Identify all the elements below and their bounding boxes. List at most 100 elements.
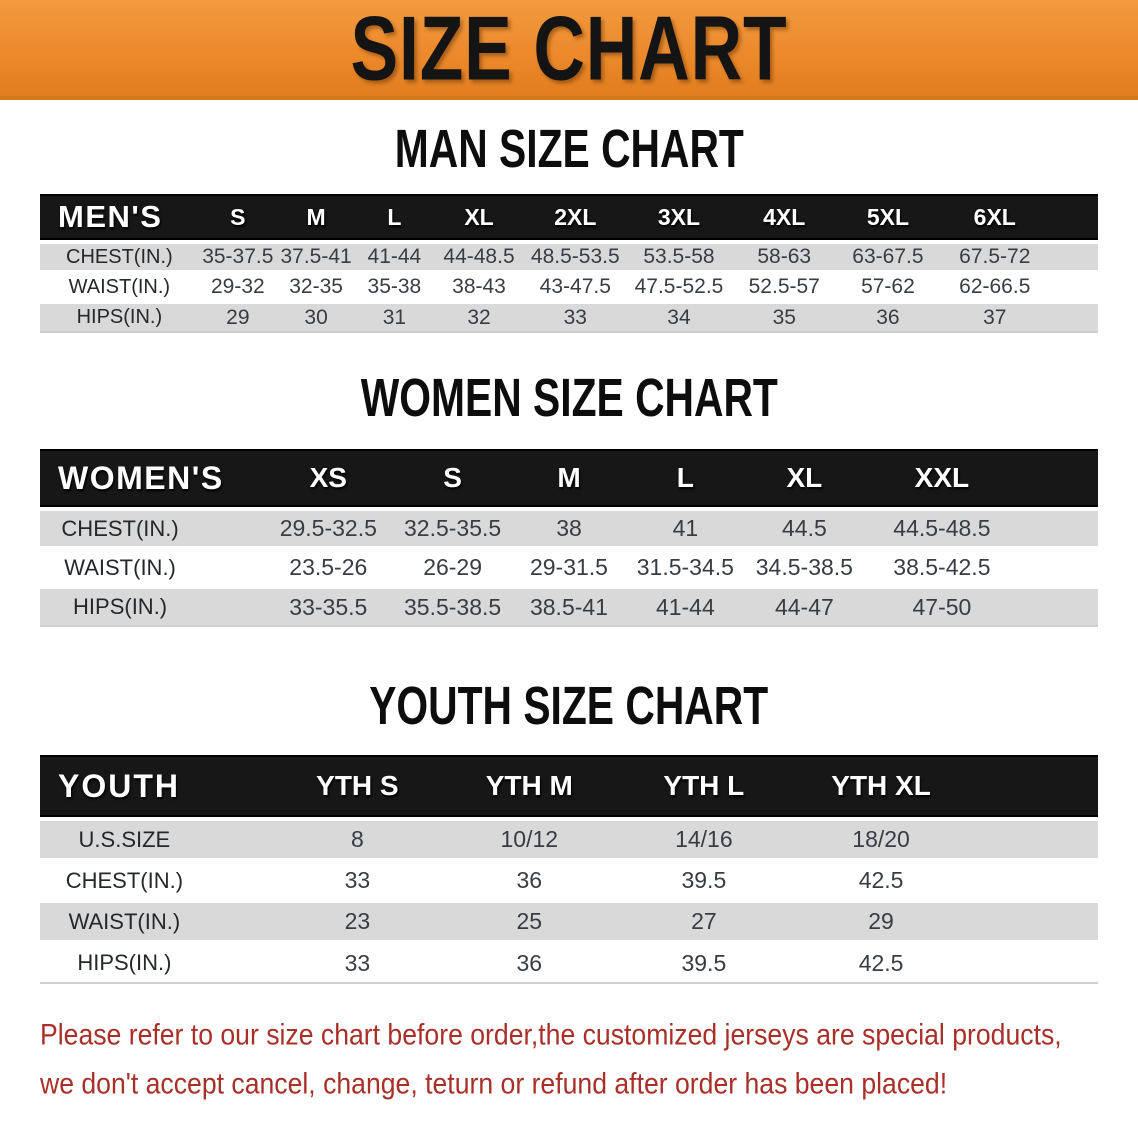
column-header: 5XL — [837, 194, 940, 242]
table-row: HIPS(IN.) 33 36 39.5 42.5 — [40, 942, 1098, 983]
table-row: WAIST(IN.) 23 25 27 29 — [40, 901, 1098, 942]
table-cell: 44-48.5 — [443, 245, 515, 268]
table-cell: 32.5-35.5 — [404, 515, 502, 541]
men-size-table: MEN'S S M L XL 2XL 3XL 4XL 5XL 6XL CHEST(IN.) 35-37… — [40, 194, 1098, 333]
column-header: XS — [262, 449, 394, 509]
section-heading-man: MAN SIZE CHART — [0, 119, 1138, 180]
table-cell: 33 — [344, 949, 371, 976]
spacer-cell — [971, 819, 1098, 860]
column-header: XXL — [865, 449, 1018, 509]
table-cell: 29-32 — [210, 275, 265, 298]
section-heading-women-text: WOMEN SIZE CHART — [360, 368, 778, 429]
table-cell: 47-50 — [912, 593, 972, 620]
women-size-table: WOMEN'S XS S M L XL XXL CHEST(IN.) 29.5-32.5 32.5… — [40, 449, 1098, 627]
table-row: HIPS(IN.) 33-35.5 35.5-38.5 38.5-41 41-44 44-… — [40, 587, 1098, 626]
table-cell: 10/12 — [500, 826, 559, 852]
banner-title: SIZE CHART — [350, 0, 788, 99]
table-cell: 44-47 — [774, 593, 834, 620]
spacer-cell — [1019, 587, 1098, 626]
section-heading-women: WOMEN SIZE CHART — [0, 368, 1138, 429]
row-label: HIPS(IN.) — [76, 306, 163, 328]
table-cell: 29 — [226, 305, 250, 329]
table-cell: 27 — [691, 908, 717, 934]
table-cell: 58-63 — [757, 245, 812, 268]
table-cell: 35-38 — [367, 275, 422, 298]
table-cell: 42.5 — [858, 949, 904, 976]
row-label: WAIST(IN.) — [68, 275, 171, 298]
table-cell: 38-43 — [452, 275, 506, 298]
table-row: U.S.SIZE 8 10/12 14/16 18/20 — [40, 819, 1098, 860]
spacer-cell — [971, 860, 1098, 901]
spacer-cell — [1019, 548, 1098, 587]
table-cell: 23 — [344, 908, 371, 934]
table-cell: 48.5-53.5 — [530, 245, 620, 268]
section-heading-youth: YOUTH SIZE CHART — [0, 677, 1138, 735]
table-row: WAIST(IN.) 23.5-26 26-29 29-31.5 31.5-34.5 34… — [40, 548, 1098, 587]
table-cell: 41-44 — [367, 245, 422, 268]
table-row: CHEST(IN.) 33 36 39.5 42.5 — [40, 860, 1098, 901]
column-header: YTH M — [442, 755, 617, 819]
column-header: 6XL — [939, 194, 1050, 242]
table-cell: 39.5 — [681, 949, 727, 976]
table-title-cell: YOUTH — [40, 755, 273, 819]
table-cell: 31 — [382, 305, 407, 329]
banner: SIZE CHART — [0, 0, 1138, 100]
section-heading-man-text: MAN SIZE CHART — [394, 119, 744, 180]
table-cell: 42.5 — [858, 867, 904, 893]
disclaimer-line-1: Please refer to our size chart before or… — [40, 1018, 1062, 1051]
table-cell: 32-35 — [289, 275, 343, 298]
table-cell: 32 — [467, 305, 491, 329]
column-header: YTH S — [273, 755, 442, 819]
table-cell: 35-37.5 — [202, 245, 274, 268]
table-cell: 30 — [304, 305, 328, 329]
table-cell: 39.5 — [681, 867, 727, 893]
column-header: M — [511, 449, 627, 509]
table-cell: 18/20 — [852, 826, 910, 852]
table-cell: 34 — [667, 305, 691, 329]
column-header: XL — [744, 449, 866, 509]
spacer-cell — [1050, 302, 1098, 332]
table-cell: 34.5-38.5 — [755, 554, 853, 580]
table-title-cell: MEN'S — [40, 194, 199, 242]
spacer-cell — [1050, 194, 1098, 242]
table-cell: 35.5-38.5 — [404, 593, 502, 620]
row-label: U.S.SIZE — [78, 826, 171, 852]
column-header: YTH L — [617, 755, 792, 819]
table-cell: 29 — [868, 908, 894, 934]
table-cell: 37 — [983, 305, 1007, 329]
column-header: L — [355, 194, 433, 242]
table-cell: 14/16 — [675, 826, 733, 852]
table-cell: 44.5 — [781, 515, 827, 541]
table-cell: 47.5-52.5 — [634, 275, 724, 298]
row-label: CHEST(IN.) — [66, 245, 173, 268]
spacer-cell — [1019, 509, 1098, 548]
spacer-cell — [971, 755, 1098, 819]
table-cell: 33 — [563, 305, 587, 329]
table-cell: 36 — [876, 305, 900, 329]
row-label: WAIST(IN.) — [68, 908, 181, 934]
youth-size-table: YOUTH YTH S YTH M YTH L YTH XL U.S.SIZE 8 10/12… — [40, 755, 1098, 984]
table-cell: 37.5-41 — [280, 245, 352, 268]
table-cell: 36 — [516, 867, 543, 893]
table-cell: 63-67.5 — [852, 245, 924, 268]
table-cell: 25 — [516, 908, 543, 934]
disclaimer-line-2: we don't accept cancel, change, teturn o… — [40, 1067, 948, 1100]
table-row: CHEST(IN.) 35-37.5 37.5-41 41-44 44-48.5 48.5… — [40, 242, 1098, 272]
table-cell: 29-31.5 — [529, 554, 608, 580]
column-header: L — [627, 449, 743, 509]
table-cell: 38.5-41 — [529, 593, 608, 620]
row-label: HIPS(IN.) — [77, 950, 172, 975]
table-row: HIPS(IN.) 29 30 31 32 33 34 35 36 37 — [40, 302, 1098, 332]
table-cell: 31.5-34.5 — [636, 554, 734, 580]
column-header: S — [199, 194, 277, 242]
table-cell: 36 — [516, 949, 543, 976]
table-cell: 43-47.5 — [539, 275, 611, 298]
table-row: CHEST(IN.) 29.5-32.5 32.5-35.5 38 41 44.5 44.5… — [40, 509, 1098, 548]
table-cell: 33-35.5 — [289, 593, 368, 620]
table-cell: 23.5-26 — [289, 554, 368, 580]
column-header: YTH XL — [791, 755, 971, 819]
header-row: WOMEN'S XS S M L XL XXL — [40, 449, 1098, 509]
row-label: CHEST(IN.) — [65, 867, 184, 893]
header-row: YOUTH YTH S YTH M YTH L YTH XL — [40, 755, 1098, 819]
column-header: 3XL — [626, 194, 732, 242]
